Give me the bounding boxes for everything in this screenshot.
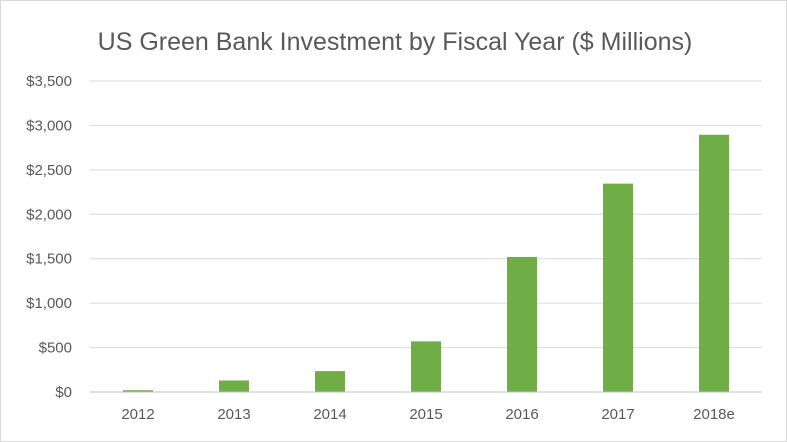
- bars: [123, 134, 729, 392]
- x-tick-label: 2018e: [693, 406, 735, 423]
- bar-2018e: [699, 134, 729, 392]
- y-tick-label: $0: [55, 384, 72, 401]
- bar-2013: [219, 380, 249, 392]
- x-tick-label: 2013: [217, 406, 250, 423]
- x-tick-label: 2012: [121, 406, 154, 423]
- y-tick-label: $500: [39, 340, 72, 357]
- y-tick-label: $2,000: [26, 206, 72, 223]
- x-tick-label: 2017: [601, 406, 634, 423]
- y-tick-label: $3,500: [26, 73, 72, 90]
- chart-title: US Green Bank Investment by Fiscal Year …: [98, 28, 693, 56]
- bar-2012: [123, 390, 153, 392]
- bar-2014: [315, 371, 345, 392]
- x-tick-label: 2014: [313, 406, 346, 423]
- x-tick-label: 2016: [505, 406, 538, 423]
- y-tick-label: $3,000: [26, 117, 72, 134]
- y-axis-tick-labels: $0 $500 $1,000 $1,500 $2,000 $2,500 $3,000 $3,5…: [26, 73, 72, 401]
- bar-2017: [603, 183, 633, 392]
- bar-2015: [411, 341, 441, 392]
- bar-2016: [507, 256, 537, 392]
- x-tick-label: 2015: [409, 406, 442, 423]
- y-tick-label: $2,500: [26, 162, 72, 179]
- y-tick-label: $1,000: [26, 295, 72, 312]
- y-tick-label: $1,500: [26, 251, 72, 268]
- gridlines: [90, 80, 762, 349]
- x-axis-tick-labels: 2012 2013 2014 2015 2016 2017 2018e: [121, 406, 735, 423]
